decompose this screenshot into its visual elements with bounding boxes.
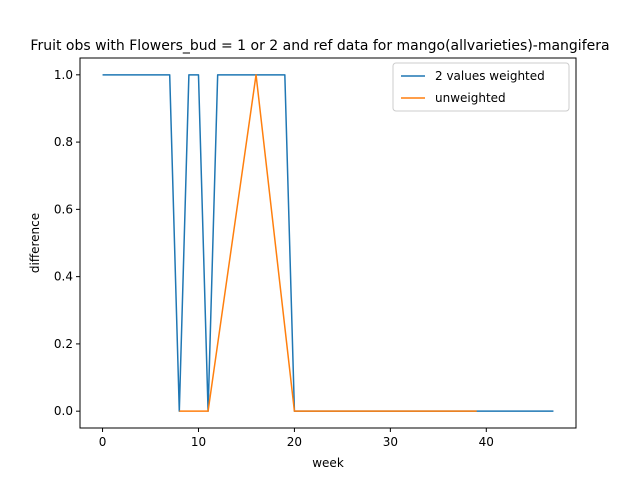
y-tick-label: 0.8 <box>54 135 73 149</box>
y-tick-label: 0.0 <box>54 404 73 418</box>
y-axis-label: difference <box>28 213 42 273</box>
x-tick-label: 40 <box>479 435 494 449</box>
x-tick-label: 0 <box>99 435 107 449</box>
axes-frame <box>79 57 577 429</box>
legend: 2 values weighted unweighted <box>392 62 570 112</box>
y-tick-label: 0.6 <box>54 202 73 216</box>
x-tick-label: 20 <box>287 435 302 449</box>
plot-area <box>102 74 554 412</box>
y-tick-label: 0.2 <box>54 337 73 351</box>
axis-ticks: 0 10 20 30 40 0.0 0.2 0.4 0.6 0.8 1.0 <box>54 68 494 449</box>
chart-title: Fruit obs with Flowers_bud = 1 or 2 and … <box>30 38 609 54</box>
y-tick-label: 0.4 <box>54 270 73 284</box>
legend-box <box>392 62 570 112</box>
series-line-2 <box>179 74 477 412</box>
x-axis-label: week <box>312 456 344 470</box>
y-tick-label: 1.0 <box>54 68 73 82</box>
x-tick-label: 10 <box>191 435 206 449</box>
legend-label-2: unweighted <box>435 91 506 105</box>
x-tick-label: 30 <box>383 435 398 449</box>
legend-label-1: 2 values weighted <box>435 69 545 83</box>
